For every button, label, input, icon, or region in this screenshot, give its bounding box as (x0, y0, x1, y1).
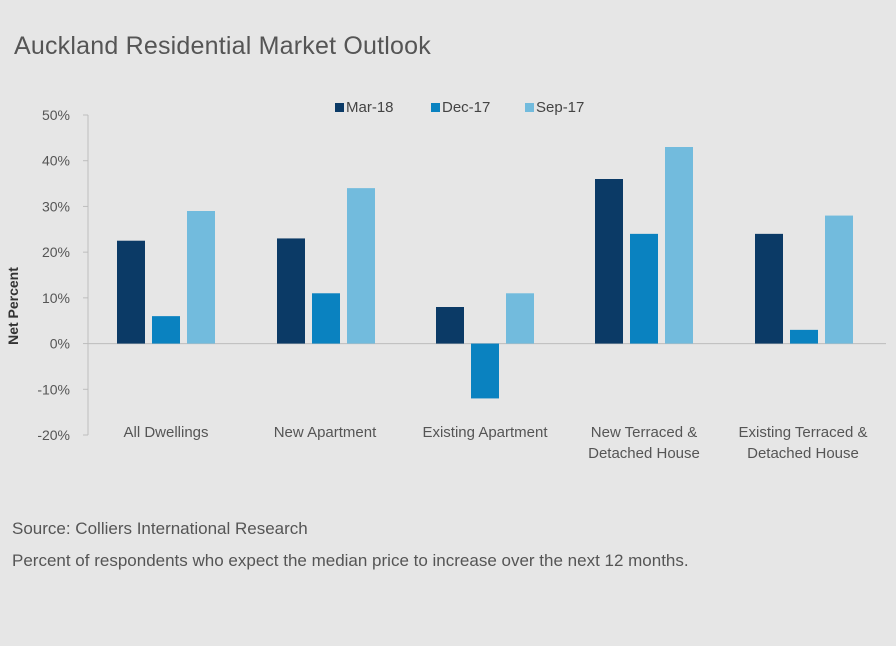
x-tick-label: Existing Apartment (422, 424, 548, 441)
y-tick-label: 50% (42, 107, 70, 123)
y-tick-label: 40% (42, 153, 70, 169)
x-axis: All Dwellings New Apartment Existing Apart… (123, 424, 867, 462)
legend: Mar-18 Dec-17 Sep-17 (335, 99, 584, 116)
bar-chart: Mar-18 Dec-17 Sep-17 50% 40% 30% 20% 10% 0% -10%… (5, 99, 886, 462)
bar-mar-18 (595, 179, 623, 344)
x-tick-label: Detached House (747, 445, 859, 462)
y-axis-label: Net Percent (5, 267, 21, 345)
bar-sep-17 (665, 147, 693, 344)
legend-swatch (335, 103, 344, 112)
y-tick-label: 10% (42, 290, 70, 306)
y-tick-label: -20% (37, 427, 70, 443)
y-tick-label: 0% (50, 336, 70, 352)
x-tick-label: New Terraced & (591, 424, 697, 441)
chart-title: Auckland Residential Market Outlook (14, 32, 431, 60)
footnote-text: Percent of respondents who expect the me… (12, 551, 689, 570)
legend-label: Dec-17 (442, 99, 490, 116)
bar-mar-18 (117, 240, 145, 344)
bar-sep-17 (347, 188, 375, 344)
x-tick-label: All Dwellings (123, 424, 208, 441)
bar-mar-18 (277, 238, 305, 344)
bar-dec-17 (630, 233, 658, 344)
bar-dec-17 (471, 343, 499, 399)
bar-sep-17 (506, 293, 534, 344)
y-axis: 50% 40% 30% 20% 10% 0% -10% -20% (37, 107, 89, 443)
bars (117, 147, 853, 399)
y-tick-label: 20% (42, 244, 70, 260)
x-tick-label: Existing Terraced & (739, 424, 868, 441)
y-tick-label: 30% (42, 198, 70, 214)
bar-dec-17 (152, 316, 180, 344)
bar-sep-17 (187, 211, 215, 344)
legend-label: Mar-18 (346, 99, 394, 116)
x-tick-label: New Apartment (274, 424, 377, 441)
legend-swatch (431, 103, 440, 112)
x-tick-label: Detached House (588, 445, 700, 462)
legend-label: Sep-17 (536, 99, 584, 116)
bar-mar-18 (436, 307, 464, 344)
bar-dec-17 (790, 329, 818, 344)
y-tick-label: -10% (37, 381, 70, 397)
source-text: Source: Colliers International Research (12, 519, 308, 538)
legend-swatch (525, 103, 534, 112)
bar-dec-17 (312, 293, 340, 344)
bar-mar-18 (755, 233, 783, 344)
bar-sep-17 (825, 215, 853, 344)
